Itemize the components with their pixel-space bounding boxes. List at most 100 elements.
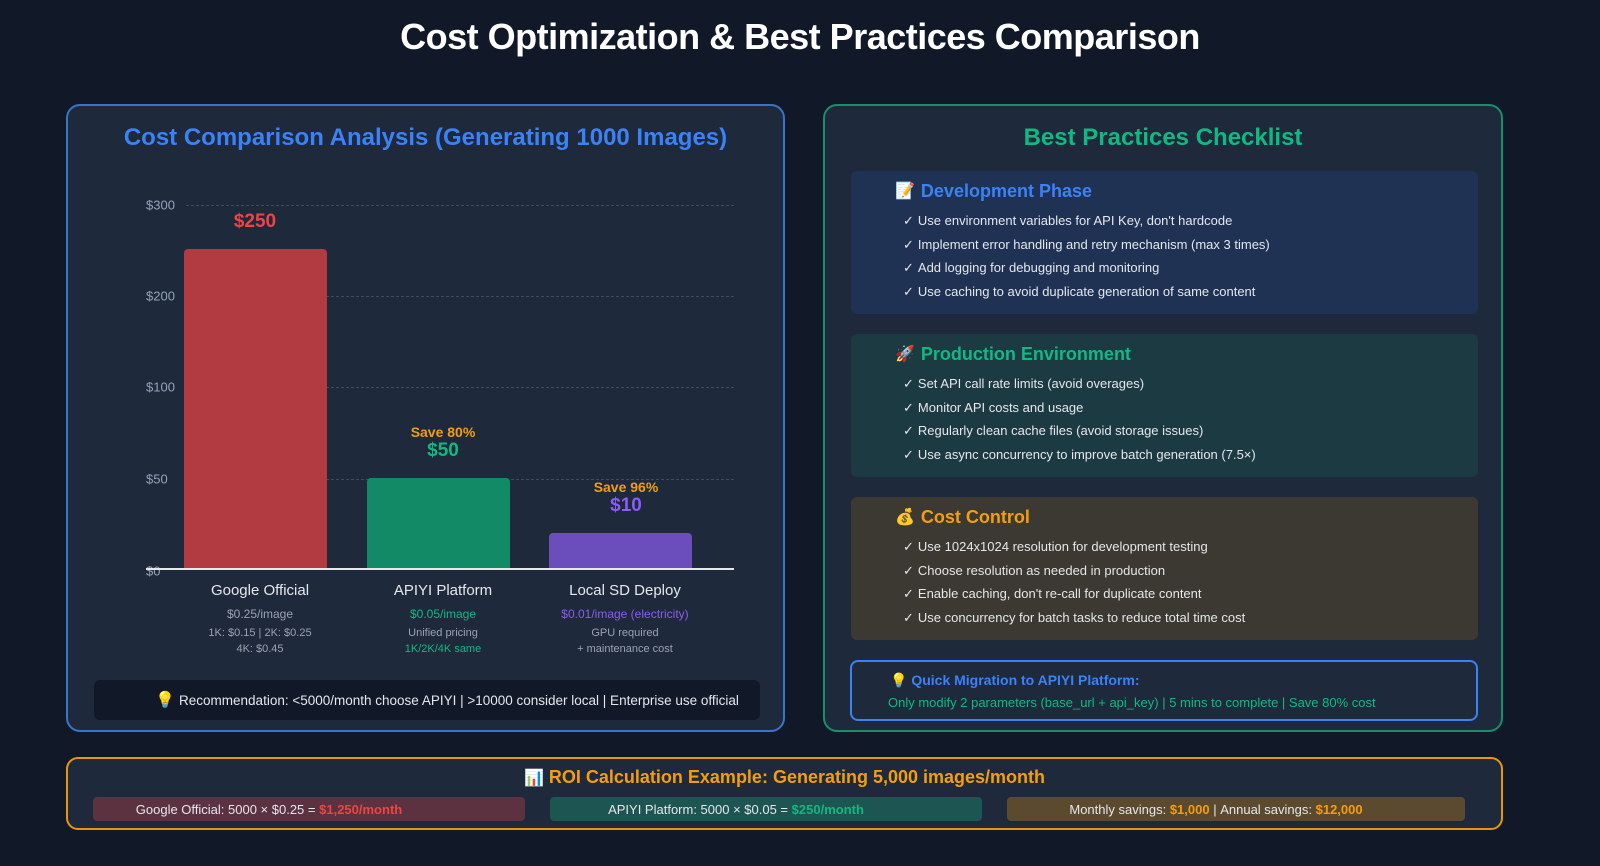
x-axis-baseline <box>146 568 734 570</box>
check-icon: ✓ <box>903 446 914 462</box>
check-icon: ✓ <box>903 586 914 601</box>
check-icon: ✓ <box>903 539 914 554</box>
checklist-item-text: Use caching to avoid duplicate generatio… <box>917 283 1256 299</box>
checklist-item: ✓ Add logging for debugging and monitorin… <box>903 256 1478 280</box>
section-title: Development Phase <box>920 180 1092 201</box>
quick-migration-callout: 💡 Quick Migration to APIYI Platform: Onl… <box>850 660 1478 721</box>
checklist-title: Best Practices Checklist <box>1023 124 1303 151</box>
checklist-item-text: Implement error handling and retry mecha… <box>917 236 1270 252</box>
separator: | <box>1209 801 1221 817</box>
bar-apiyi-platform <box>367 478 510 569</box>
lightbulb-icon: 💡 <box>890 672 908 688</box>
section-title: Cost Control <box>920 506 1030 527</box>
checklist-item-text: Enable caching, don't re-call for duplic… <box>917 586 1202 601</box>
checklist-items: ✓ Use 1024x1024 resolution for developmen… <box>895 535 1478 629</box>
roi-apiyi-value: $250/month <box>791 801 864 817</box>
checklist-item: ✓ Use async concurrency to improve batch … <box>903 443 1478 467</box>
value-label-google: $250 <box>233 211 277 232</box>
check-icon: ✓ <box>903 609 914 625</box>
checklist-items: ✓ Set API call rate limits (avoid overage… <box>895 372 1478 466</box>
category-note: 1K: $0.15 | 2K: $0.25 <box>208 627 312 639</box>
roi-apiyi-platform: APIYI Platform: 5000 × $0.05 = $250/mont… <box>550 797 982 821</box>
value-label-apiyi: $50 <box>427 440 459 461</box>
checklist-item-text: Add logging for debugging and monitoring <box>917 260 1160 275</box>
section-production-environment: 🚀 Production Environment ✓ Set API call r… <box>851 334 1478 477</box>
category-name: APIYI Platform <box>393 582 493 599</box>
save-label-apiyi: Save 80% <box>410 424 476 440</box>
checklist-item: ✓ Use 1024x1024 resolution for developmen… <box>903 535 1478 559</box>
checklist-item-text: Monitor API costs and usage <box>917 399 1084 415</box>
checklist-item: ✓ Choose resolution as needed in producti… <box>903 559 1478 583</box>
checklist-items: ✓ Use environment variables for API Key, … <box>895 209 1478 303</box>
checklist-item: ✓ Use caching to avoid duplicate generati… <box>903 280 1478 304</box>
best-practices-panel: Best Practices Checklist 📝 Development P… <box>823 104 1503 732</box>
category-note: + maintenance cost <box>577 643 673 655</box>
migration-text: Only modify 2 parameters (base_url + api… <box>888 695 1376 710</box>
category-price: $0.25/image <box>226 607 294 621</box>
check-icon: ✓ <box>903 399 914 415</box>
recommendation-text: Recommendation: <5000/month choose APIYI… <box>179 692 739 708</box>
category-price: $0.01/image (electricity) <box>561 607 689 621</box>
checklist-item: ✓ Use environment variables for API Key, … <box>903 209 1478 233</box>
check-icon: ✓ <box>903 423 914 438</box>
checklist-item-text: Choose resolution as needed in productio… <box>917 562 1166 578</box>
cost-panel-title: Cost Comparison Analysis (Generating 100… <box>123 124 728 151</box>
category-note: Unified pricing <box>408 627 478 639</box>
bar-local-sd-deploy <box>549 533 692 569</box>
checklist-item: ✓ Implement error handling and retry mech… <box>903 233 1478 257</box>
category-name: Google Official <box>210 582 310 599</box>
roi-savings: Monthly savings: $1,000 | Annual savings… <box>1007 797 1465 821</box>
y-tick-200: $200 <box>146 288 175 304</box>
roi-apiyi-label: APIYI Platform: 5000 × $0.05 = <box>608 801 789 817</box>
checklist-item: ✓ Use concurrency for batch tasks to redu… <box>903 606 1478 630</box>
roi-calculation-panel: 📊 ROI Calculation Example: Generating 5,… <box>66 757 1503 830</box>
check-icon: ✓ <box>903 260 914 275</box>
category-note: 4K: $0.45 <box>236 643 284 655</box>
annual-savings-label: Annual savings: <box>1220 801 1312 817</box>
check-icon: ✓ <box>903 562 914 578</box>
cost-bar-chart: $300 $200 $100 $50 $0 $250 Save 80% $50 … <box>68 106 783 730</box>
save-label-local: Save 96% <box>593 479 659 495</box>
annual-savings-value: $12,000 <box>1315 801 1363 817</box>
section-title: Production Environment <box>920 343 1131 364</box>
checklist-item: ✓ Set API call rate limits (avoid overage… <box>903 372 1478 396</box>
section-cost-control: 💰 Cost Control ✓ Use 1024x1024 resolution… <box>851 497 1478 640</box>
y-tick-300: $300 <box>146 197 175 213</box>
migration-title: Quick Migration to APIYI Platform: <box>911 672 1140 688</box>
monthly-savings-value: $1,000 <box>1169 801 1210 817</box>
y-tick-100: $100 <box>146 379 175 395</box>
section-heading: 🚀 Production Environment <box>895 342 1478 366</box>
y-tick-0: $0 <box>146 563 161 579</box>
value-label-local: $10 <box>610 495 642 516</box>
check-icon: ✓ <box>903 376 914 391</box>
category-apiyi-platform: APIYI Platform $0.05/image Unified prici… <box>343 582 543 657</box>
category-google-official: Google Official $0.25/image 1K: $0.15 | … <box>160 582 360 657</box>
checklist-item-text: Regularly clean cache files (avoid stora… <box>917 423 1204 438</box>
section-development-phase: 📝 Development Phase ✓ Use environment var… <box>851 171 1478 314</box>
lightbulb-icon: 💡 <box>155 692 176 709</box>
gridline-300 <box>186 205 734 206</box>
check-icon: ✓ <box>903 213 914 228</box>
checklist-item: ✓ Enable caching, don't re-call for dupli… <box>903 582 1478 606</box>
section-heading: 💰 Cost Control <box>895 505 1478 529</box>
recommendation-banner: 💡 Recommendation: <5000/month choose API… <box>94 680 760 720</box>
roi-heading: 📊 ROI Calculation Example: Generating 5,… <box>68 767 1501 788</box>
checklist-item: ✓ Regularly clean cache files (avoid stor… <box>903 419 1478 443</box>
bar-chart-icon: 📊 <box>523 770 544 787</box>
y-tick-50: $50 <box>146 471 168 487</box>
gridline-100 <box>186 387 734 388</box>
cost-comparison-panel: Cost Comparison Analysis (Generating 100… <box>66 104 785 732</box>
checklist-item-text: Use environment variables for API Key, d… <box>917 213 1233 228</box>
roi-google-label: Google Official: 5000 × $0.25 = <box>135 801 316 817</box>
section-heading: 📝 Development Phase <box>895 179 1478 203</box>
checklist-item-text: Use 1024x1024 resolution for development… <box>917 539 1208 554</box>
checklist-item-text: Use async concurrency to improve batch g… <box>917 446 1256 462</box>
category-local-sd-deploy: Local SD Deploy $0.01/image (electricity… <box>525 582 725 657</box>
roi-google-value: $1,250/month <box>319 801 403 817</box>
rocket-icon: 🚀 <box>895 346 915 363</box>
memo-icon: 📝 <box>895 183 915 200</box>
checklist-item: ✓ Monitor API costs and usage <box>903 396 1478 420</box>
category-name: Local SD Deploy <box>569 582 681 599</box>
category-price: $0.05/image <box>409 607 477 621</box>
checklist-item-text: Use concurrency for batch tasks to reduc… <box>917 609 1246 625</box>
